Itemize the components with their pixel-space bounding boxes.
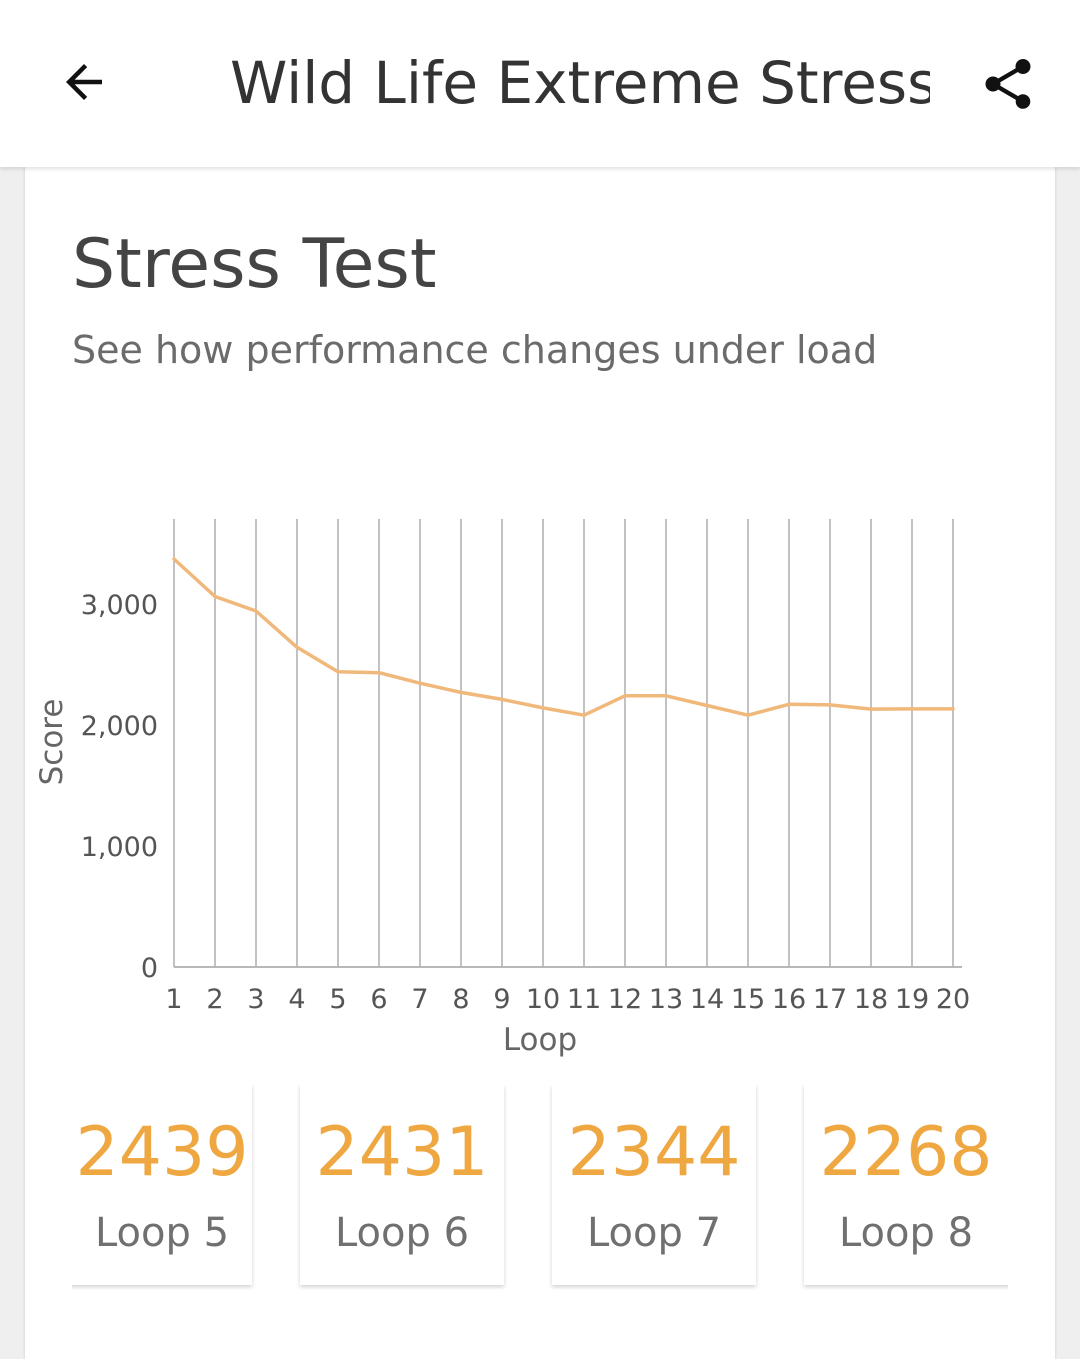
loop-card[interactable]: 2344 Loop 7 bbox=[552, 1085, 756, 1285]
x-tick-label: 7 bbox=[411, 984, 428, 1015]
share-icon bbox=[985, 59, 1031, 109]
x-tick-label: 4 bbox=[288, 984, 305, 1015]
loop-card[interactable]: 2439 Loop 5 bbox=[72, 1085, 252, 1285]
x-tick-label: 16 bbox=[772, 984, 806, 1015]
app-bar: Wild Life Extreme Stress... bbox=[0, 0, 1080, 167]
back-button[interactable] bbox=[44, 42, 124, 122]
x-tick-label: 11 bbox=[567, 984, 601, 1015]
x-tick-label: 12 bbox=[608, 984, 642, 1015]
loop-label: Loop 5 bbox=[94, 1210, 230, 1256]
y-tick-label: 3,000 bbox=[81, 590, 158, 621]
x-tick-label: 10 bbox=[526, 984, 560, 1015]
x-tick-label: 8 bbox=[452, 984, 469, 1015]
series-line bbox=[172, 557, 955, 717]
x-tick-label: 13 bbox=[649, 984, 683, 1015]
x-tick-label: 9 bbox=[493, 984, 510, 1015]
loop-scores-row[interactable]: 2439 Loop 5 2431 Loop 6 2344 Loop 7 2268… bbox=[72, 1085, 1008, 1290]
loop-score: 2431 bbox=[315, 1113, 489, 1192]
x-axis-title: Loop bbox=[503, 1022, 577, 1058]
x-tick-label: 5 bbox=[329, 984, 346, 1015]
loop-score: 2439 bbox=[75, 1113, 249, 1192]
arrow-back-icon bbox=[66, 64, 102, 100]
x-tick-label: 1 bbox=[165, 984, 182, 1015]
x-tick-label: 3 bbox=[247, 984, 264, 1015]
x-tick-label: 17 bbox=[813, 984, 847, 1015]
stress-test-card: Stress Test See how performance changes … bbox=[25, 167, 1055, 1359]
y-tick-label: 0 bbox=[141, 953, 158, 984]
y-tick-label: 1,000 bbox=[81, 832, 158, 863]
loop-score: 2344 bbox=[567, 1113, 741, 1192]
page-title: Wild Life Extreme Stress... bbox=[230, 49, 930, 117]
loop-label: Loop 6 bbox=[334, 1210, 470, 1256]
card-title: Stress Test bbox=[72, 225, 437, 304]
x-tick-label: 2 bbox=[206, 984, 223, 1015]
loop-label: Loop 7 bbox=[586, 1210, 722, 1256]
loop-card[interactable]: 2268 Loop 8 bbox=[804, 1085, 1008, 1285]
y-tick-label: 2,000 bbox=[81, 711, 158, 742]
loop-score: 2268 bbox=[819, 1113, 993, 1192]
loop-card[interactable]: 2431 Loop 6 bbox=[300, 1085, 504, 1285]
x-tick-label: 14 bbox=[690, 984, 724, 1015]
x-tick-label: 15 bbox=[731, 984, 765, 1015]
x-tick-label: 6 bbox=[370, 984, 387, 1015]
x-tick-label: 20 bbox=[936, 984, 970, 1015]
x-tick-label: 18 bbox=[854, 984, 888, 1015]
loop-label: Loop 8 bbox=[838, 1210, 974, 1256]
x-tick-label: 19 bbox=[895, 984, 929, 1015]
y-axis-title: Score bbox=[34, 699, 70, 786]
share-button[interactable] bbox=[968, 44, 1048, 124]
card-subtitle: See how performance changes under load bbox=[72, 328, 878, 372]
